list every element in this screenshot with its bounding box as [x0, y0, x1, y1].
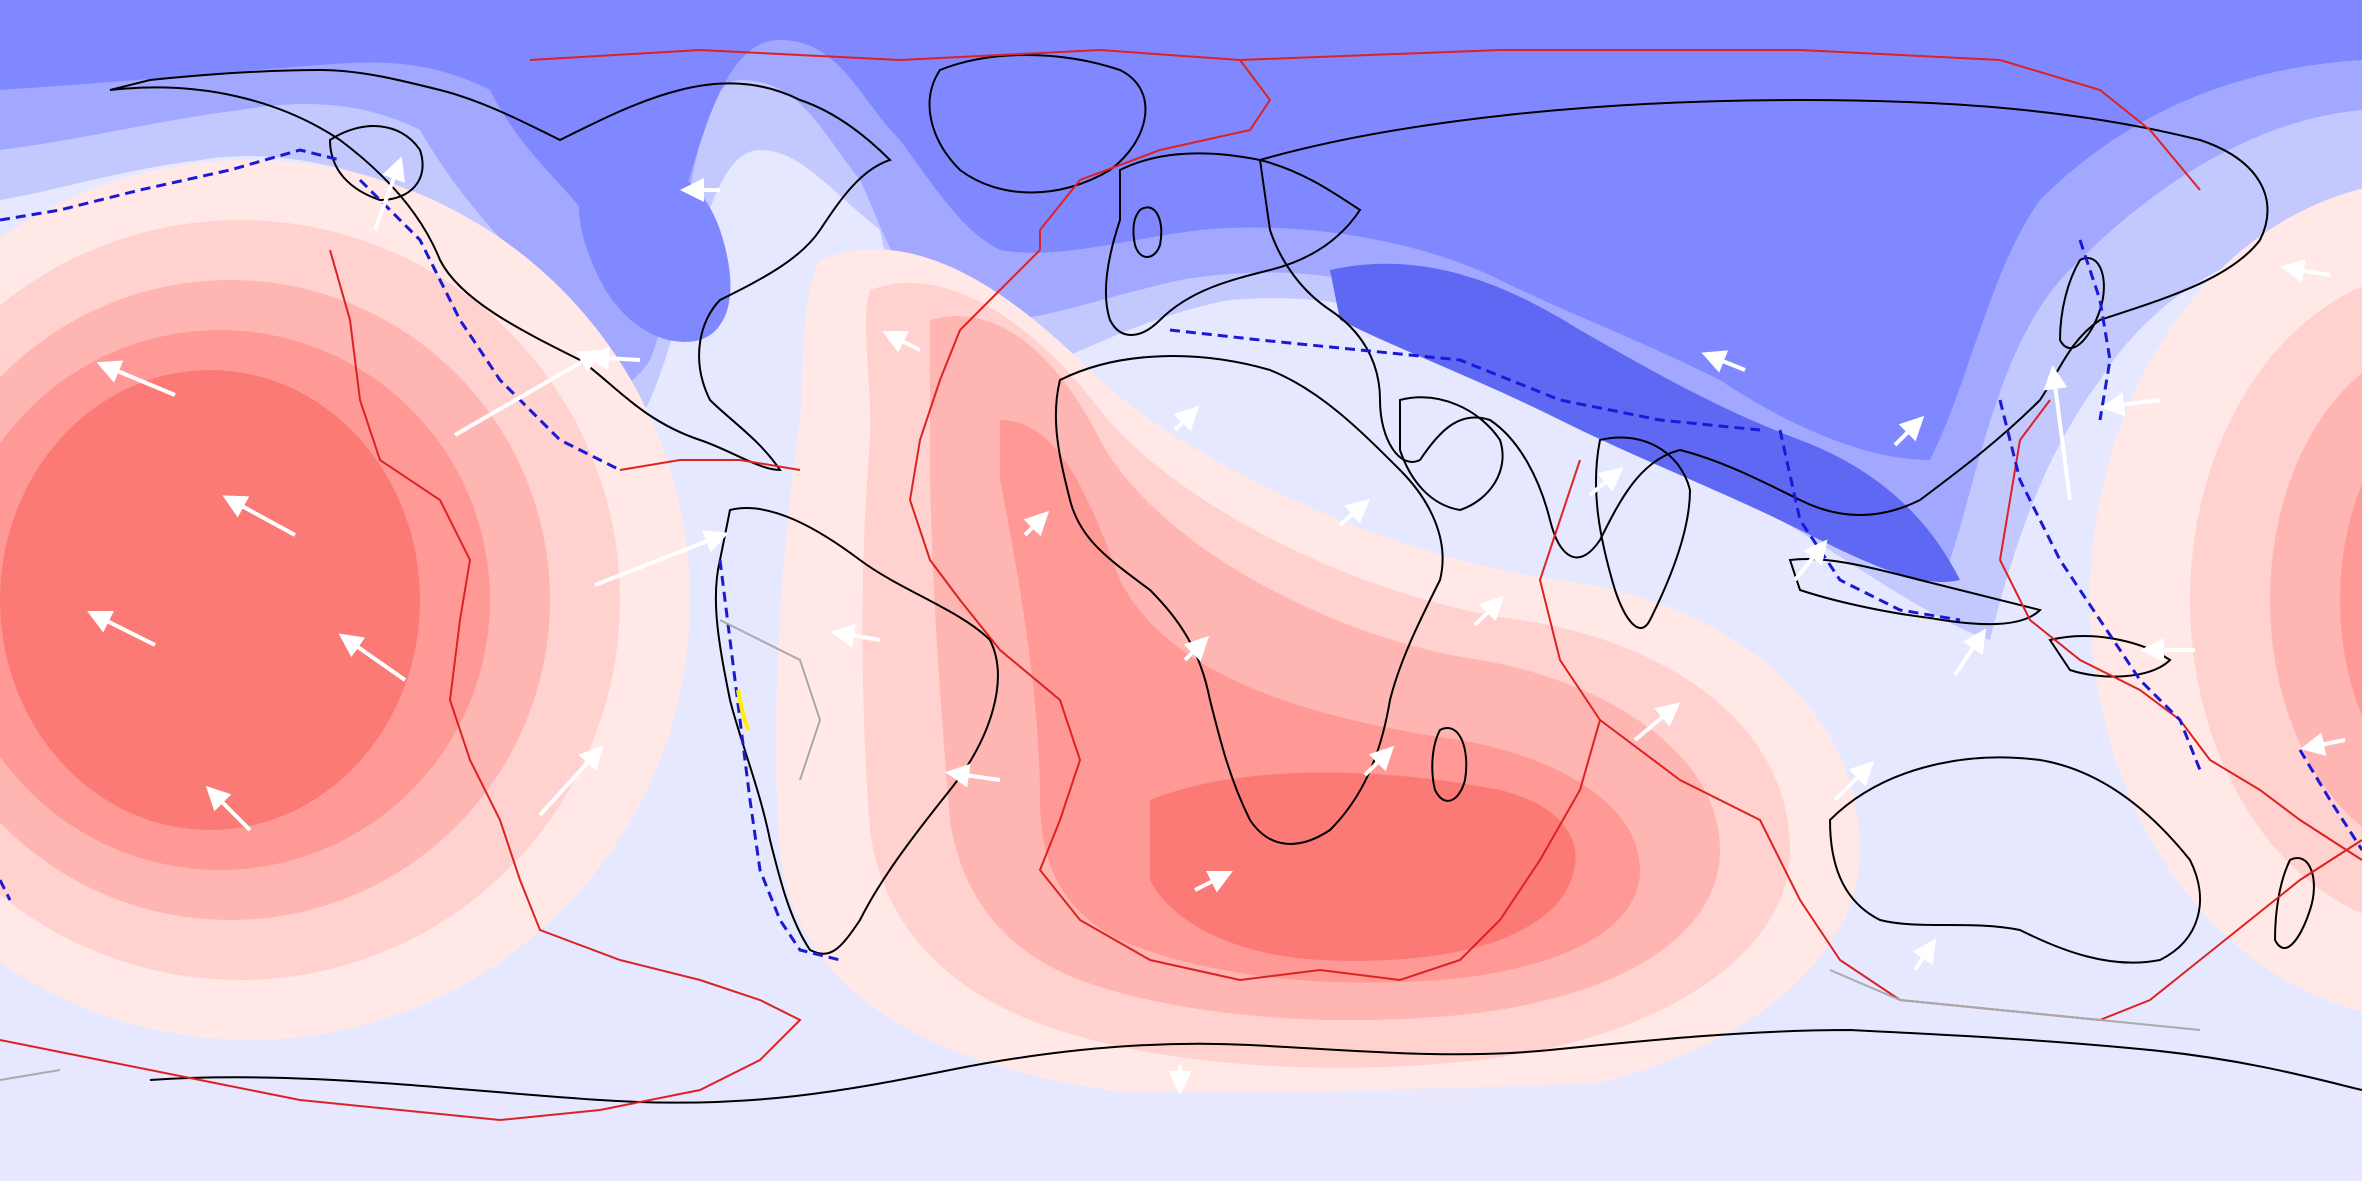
highlight-segment [736, 689, 750, 731]
velocity-arrow [2280, 258, 2331, 283]
minor-boundary-andes [719, 619, 822, 781]
boundary-east-pacific-rise [329, 249, 701, 981]
velocity-arrow [585, 346, 641, 371]
velocity-arrow [1363, 745, 1395, 777]
coast-japan [2058, 257, 2105, 350]
minor-boundary-antarctic [1829, 969, 2201, 1031]
subduction-tonga [1998, 399, 2202, 771]
velocity-arrow [1833, 760, 1875, 802]
velocity-arrow [1473, 595, 1505, 627]
boundary-north-atlantic [1039, 59, 1272, 250]
coast-new-zealand [2273, 857, 2315, 949]
velocity-arrow [2043, 365, 2072, 501]
negative-anomaly-core-asia [1330, 263, 1960, 582]
velocity-arrow [1588, 467, 1624, 497]
subduction-zones [0, 148, 2362, 962]
coast-arabia [1399, 396, 1504, 512]
subduction-sunda [1778, 429, 1961, 622]
velocity-arrow [1194, 871, 1233, 893]
negative-anomaly-core-na [579, 158, 731, 342]
boundary-south-america-pacific [0, 979, 802, 1122]
velocity-arrow [1633, 702, 1681, 742]
velocity-arrow [1793, 539, 1828, 582]
velocity-arrow [373, 156, 405, 231]
velocity-arrow [205, 785, 252, 832]
positive-anomaly-africa-5 [1150, 772, 1576, 961]
velocity-arrow [87, 611, 156, 647]
coast-indonesia [1788, 558, 2042, 626]
boundary-philippine [1998, 399, 2362, 861]
velocity-arrow [1338, 498, 1371, 527]
velocity-arrow [538, 745, 604, 817]
coast-europe [1104, 152, 1362, 336]
velocity-arrow [830, 623, 881, 648]
velocity-arrow [222, 495, 296, 537]
velocity-arrow [945, 763, 1001, 788]
velocity-arrow [1701, 350, 1746, 373]
velocity-arrow [594, 530, 729, 587]
subduction-west-edge [0, 879, 12, 901]
subduction-aleutian [0, 148, 341, 222]
coast-new-guinea [2048, 635, 2172, 678]
velocity-arrow [1912, 938, 1937, 972]
boundary-indian-ocean [1239, 459, 1602, 982]
coast-antarctica [149, 1028, 2362, 1104]
positive-anomaly-east-3 [2270, 373, 2362, 827]
subduction-andes [718, 559, 841, 962]
velocity-arrow [2300, 732, 2346, 756]
velocity-arrow [1173, 405, 1200, 432]
plate-boundaries [0, 48, 2362, 1122]
velocity-arrow [338, 633, 407, 682]
boundary-caribbean [619, 459, 801, 471]
subduction-kermadec [2298, 749, 2362, 851]
subduction-cascadia [358, 178, 621, 472]
southern-neutral-band [0, 1030, 2362, 1181]
minor-boundaries [0, 619, 2201, 1081]
coast-north-america [109, 68, 892, 472]
velocity-vectors [87, 156, 2346, 1095]
negative-anomaly-mid [0, 0, 2362, 460]
minor-boundary-west [0, 1069, 61, 1081]
velocity-arrow [454, 350, 603, 437]
velocity-arrow [1893, 415, 1925, 447]
boundary-mid-atlantic [908, 249, 1241, 981]
velocity-arrow [882, 331, 921, 353]
coast-africa [1054, 355, 1444, 845]
velocity-arrow [1183, 635, 1210, 662]
coast-britain [1132, 206, 1163, 258]
coastlines [109, 54, 2362, 1104]
boundary-arctic [529, 48, 2201, 191]
coast-australia [1828, 756, 2201, 964]
velocity-arrow [1023, 510, 1050, 537]
velocity-arrow [96, 360, 176, 397]
coast-south-america [714, 507, 999, 955]
positive-anomaly-pacific-5 [0, 370, 420, 830]
positive-anomaly-east-4 [2340, 484, 2362, 716]
subduction-himalaya [1169, 328, 1761, 432]
coast-india [1595, 436, 1692, 629]
coast-asia [1258, 98, 2269, 559]
coast-alaska [328, 125, 424, 202]
coast-madagascar [1431, 727, 1468, 802]
velocity-arrow [2100, 392, 2161, 417]
velocity-arrow [1953, 628, 1987, 677]
